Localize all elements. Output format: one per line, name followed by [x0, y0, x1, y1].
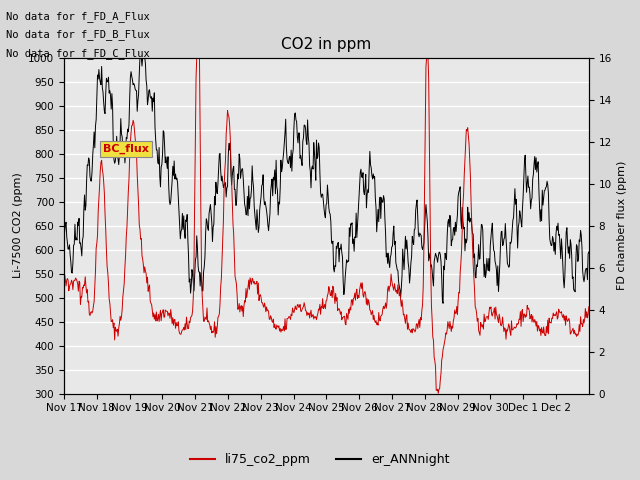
Y-axis label: FD chamber flux (ppm): FD chamber flux (ppm): [618, 161, 627, 290]
Y-axis label: Li-7500 CO2 (ppm): Li-7500 CO2 (ppm): [13, 173, 22, 278]
Text: No data for f_FD_A_Flux: No data for f_FD_A_Flux: [6, 11, 150, 22]
Text: No data for f_FD_B_Flux: No data for f_FD_B_Flux: [6, 29, 150, 40]
Text: BC_flux: BC_flux: [103, 144, 148, 154]
Text: No data for f_FD_C_Flux: No data for f_FD_C_Flux: [6, 48, 150, 59]
Title: CO2 in ppm: CO2 in ppm: [281, 37, 372, 52]
Legend: li75_co2_ppm, er_ANNnight: li75_co2_ppm, er_ANNnight: [186, 448, 454, 471]
